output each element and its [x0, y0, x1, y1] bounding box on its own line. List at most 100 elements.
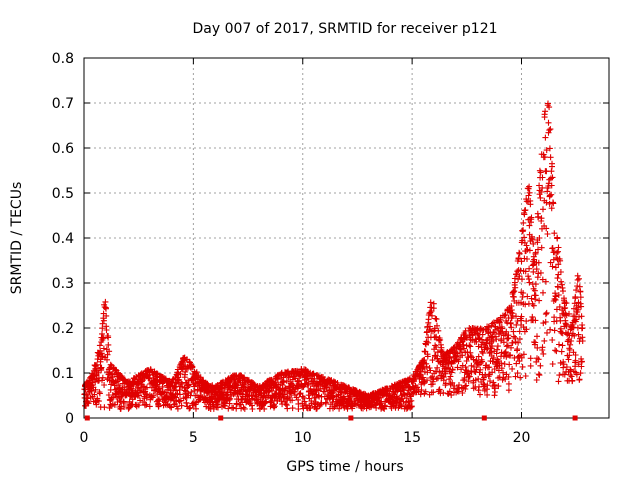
data-point: [527, 362, 534, 369]
data-point: [222, 402, 229, 409]
data-point: [574, 272, 581, 279]
data-point: [330, 389, 337, 396]
data-point: [537, 362, 544, 369]
data-point: [146, 403, 153, 410]
data-point: [106, 348, 113, 355]
x-tick-label: 20: [513, 430, 531, 446]
data-point: [249, 395, 256, 402]
data-point: [99, 330, 105, 337]
data-point: [569, 377, 576, 384]
data-point: [544, 329, 550, 336]
data-point: [481, 374, 487, 381]
y-tick-label: 0.7: [52, 96, 74, 112]
data-point: [104, 356, 110, 363]
data-point: [578, 358, 585, 365]
data-point: [94, 361, 100, 368]
data-point: [435, 327, 442, 334]
data-point: [502, 349, 508, 356]
data-point: [498, 336, 505, 343]
data-point: [479, 358, 486, 365]
data-point: [429, 312, 435, 319]
data-point: [318, 400, 325, 407]
data-point: [297, 390, 304, 397]
data-point: [307, 405, 314, 412]
data-point: [289, 397, 296, 404]
data-point: [440, 389, 447, 396]
data-point: [509, 339, 516, 346]
data-point: [85, 400, 92, 407]
data-point: [454, 364, 461, 371]
data-point: [426, 323, 433, 330]
data-point: [433, 333, 440, 340]
data-point: [477, 359, 484, 366]
data-point: [271, 403, 278, 410]
data-point: [577, 288, 584, 295]
data-point: [88, 388, 95, 394]
x-axis-title: GPS time / hours: [286, 459, 403, 475]
data-point: [540, 350, 547, 357]
data-point: [563, 300, 570, 307]
data-point: [446, 376, 453, 383]
data-point: [494, 346, 501, 353]
data-point: [505, 380, 512, 387]
data-point: [434, 364, 441, 371]
data-point: [555, 261, 562, 268]
data-point: [417, 371, 424, 378]
gap-marker: [348, 415, 354, 421]
data-point: [466, 373, 473, 380]
data-point: [524, 256, 530, 262]
data-point: [547, 259, 554, 266]
data-point: [178, 402, 185, 409]
y-tick-label: 0.8: [52, 51, 74, 67]
data-point: [540, 206, 546, 213]
data-point: [518, 258, 525, 265]
data-point: [519, 276, 525, 283]
data-point: [576, 376, 583, 383]
data-point: [111, 371, 118, 378]
data-point: [572, 295, 579, 302]
data-point: [532, 292, 539, 299]
data-point: [555, 292, 562, 298]
data-point: [463, 358, 470, 364]
data-point: [549, 174, 556, 181]
data-point: [423, 363, 430, 370]
data-point: [561, 295, 567, 302]
data-point: [516, 249, 523, 256]
data-point: [245, 378, 252, 385]
data-point: [573, 316, 580, 323]
data-point: [494, 343, 501, 350]
data-point: [567, 341, 574, 348]
data-point: [543, 199, 550, 206]
data-point: [523, 326, 530, 333]
data-point: [526, 265, 533, 272]
data-point: [429, 381, 436, 388]
data-point: [513, 313, 519, 320]
data-point: [185, 381, 192, 388]
data-point: [268, 397, 275, 404]
data-point: [578, 313, 585, 320]
data-point: [535, 259, 542, 266]
data-point: [552, 264, 559, 271]
data-point: [376, 395, 383, 402]
data-point: [510, 333, 517, 340]
data-point: [523, 248, 529, 254]
data-point: [411, 378, 418, 385]
data-point: [301, 398, 308, 405]
data-point: [174, 390, 181, 397]
data-point: [300, 394, 307, 401]
data-point: [143, 391, 150, 398]
data-point: [549, 245, 556, 251]
data-point: [424, 353, 431, 360]
data-point: [577, 294, 584, 301]
data-point: [99, 320, 106, 327]
gap-marker: [218, 415, 224, 421]
data-point: [535, 213, 542, 220]
data-point: [548, 182, 555, 189]
data-point: [475, 375, 482, 382]
data-point: [98, 364, 105, 371]
data-point: [515, 255, 522, 262]
data-point: [215, 404, 221, 411]
data-point: [566, 346, 573, 353]
data-point: [536, 372, 543, 379]
data-point: [436, 386, 443, 393]
